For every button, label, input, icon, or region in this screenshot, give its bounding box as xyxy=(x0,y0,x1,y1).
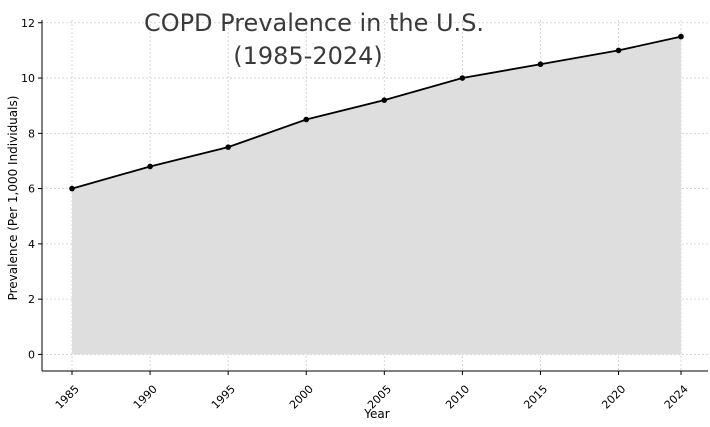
y-tick-label: 8 xyxy=(28,127,35,140)
data-point-2010 xyxy=(459,75,466,81)
x-tick-label: 2020 xyxy=(599,383,628,412)
x-tick-label: 2000 xyxy=(287,383,316,412)
y-tick-label: 6 xyxy=(28,183,35,196)
x-axis-ticks: 1985 1990 1995 2000 2005 2010 2015 2020 2024 xyxy=(53,371,691,412)
data-point-1985 xyxy=(69,185,75,192)
x-tick-label: 2010 xyxy=(443,383,472,412)
chart-title-line2: (1985-2024) xyxy=(233,42,383,70)
y-tick-label: 12 xyxy=(21,17,35,30)
data-point-2015 xyxy=(537,61,544,68)
y-tick-label: 4 xyxy=(28,238,35,251)
data-point-2005 xyxy=(381,97,388,103)
data-point-1990 xyxy=(147,163,153,170)
data-point-2020 xyxy=(615,47,622,54)
y-axis-label: Prevalence (Per 1,000 Individuals) xyxy=(6,96,20,301)
chart-title-line1: COPD Prevalence in the U.S. xyxy=(144,9,484,37)
data-point-2000 xyxy=(303,116,310,123)
x-tick-label: 1985 xyxy=(53,383,82,412)
x-tick-label: 1990 xyxy=(131,383,160,412)
x-tick-label: 2024 xyxy=(662,383,691,412)
area-fill xyxy=(72,36,681,355)
x-tick-label: 1995 xyxy=(209,383,238,412)
x-axis-label: Year xyxy=(363,407,389,421)
data-point-1995 xyxy=(225,144,231,150)
y-tick-label: 0 xyxy=(28,348,35,361)
x-tick-label: 2015 xyxy=(521,383,550,412)
y-axis-ticks: 0 2 4 6 8 10 12 xyxy=(21,17,42,361)
y-tick-label: 2 xyxy=(28,293,35,306)
data-points xyxy=(69,33,684,192)
y-tick-label: 10 xyxy=(21,72,35,85)
data-point-2024 xyxy=(678,33,684,40)
